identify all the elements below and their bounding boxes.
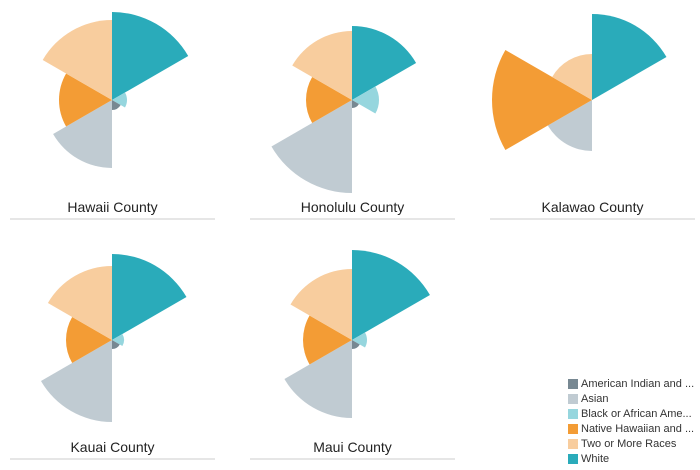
sector-black-or-african-ame[interactable] [112,334,125,346]
divider [250,458,455,460]
chart-panel-hawaii-county: Hawaii County [10,0,215,230]
sector-white[interactable] [112,254,187,340]
sector-american-indian-and[interactable] [352,340,360,349]
divider [250,218,455,220]
polar-area-chart [271,26,417,193]
sector-two-or-more-races[interactable] [552,54,592,100]
panel-title: Kalawao County [541,199,644,215]
polar-area-chart [284,250,430,418]
sector-asian[interactable] [40,340,112,422]
chart-panel-kauai-county: Kauai County [10,240,215,470]
legend-label: White [581,452,610,465]
sector-black-or-african-ame[interactable] [352,86,379,114]
sector-black-or-african-ame[interactable] [112,92,127,108]
sector-asian[interactable] [53,100,112,168]
legend-item-black-or-african-ame[interactable]: Black or African Ame... [568,406,694,421]
legend-item-native-hawaiian-and[interactable]: Native Hawaiian and ... [568,421,694,436]
sector-native-hawaiian-and[interactable] [66,317,112,363]
legend-swatch [568,408,578,419]
panel-title: Maui County [313,439,392,455]
legend-swatch [568,453,578,464]
sector-native-hawaiian-and[interactable] [306,77,352,123]
legend-swatch [568,438,578,449]
sector-asian[interactable] [271,100,352,193]
legend-item-american-indian-and[interactable]: American Indian and ... [568,376,694,391]
sector-native-hawaiian-and[interactable] [303,315,352,365]
legend-label: Black or African Ame... [581,407,692,420]
sector-white[interactable] [592,14,667,100]
sector-white[interactable] [112,12,189,100]
chart-panel-kalawao-county: Kalawao County [490,0,695,230]
divider [10,458,215,460]
sector-white[interactable] [352,26,417,100]
sector-black-or-african-ame[interactable] [352,332,367,348]
legend-item-white[interactable]: White [568,451,694,466]
polar-area-chart [42,12,189,168]
sector-american-indian-and[interactable] [112,340,120,349]
legend-label: Native Hawaiian and ... [581,422,695,435]
divider [10,218,215,220]
chart-panel-honolulu-county: Honolulu County [250,0,455,230]
polar-area-chart [492,14,667,151]
sector-native-hawaiian-and[interactable] [492,50,592,150]
legend-label: American Indian and ... [581,377,695,390]
sector-american-indian-and[interactable] [352,100,359,108]
sector-native-hawaiian-and[interactable] [59,73,112,127]
chart-panel-maui-county: Maui County [250,240,455,470]
panel-title: Hawaii County [67,199,158,215]
legend-swatch [568,378,578,389]
legend-label: Two or More Races [581,437,677,450]
sector-american-indian-and[interactable] [112,100,121,110]
legend: American Indian and ... Asian Black or Afr… [568,376,694,466]
sector-asian[interactable] [284,340,352,418]
panel-title: Honolulu County [300,199,405,215]
legend-label: Asian [581,392,609,405]
legend-item-two-or-more-races[interactable]: Two or More Races [568,436,694,451]
divider [490,218,695,220]
legend-swatch [568,423,578,434]
legend-swatch [568,393,578,404]
sector-two-or-more-races[interactable] [42,20,112,100]
sector-white[interactable] [352,250,430,340]
sector-asian[interactable] [547,100,592,151]
legend-item-asian[interactable]: Asian [568,391,694,406]
polar-area-chart [40,254,187,422]
sector-two-or-more-races[interactable] [47,266,112,340]
sector-two-or-more-races[interactable] [290,269,352,340]
panel-title: Kauai County [70,439,155,455]
sector-two-or-more-races[interactable] [292,31,352,100]
